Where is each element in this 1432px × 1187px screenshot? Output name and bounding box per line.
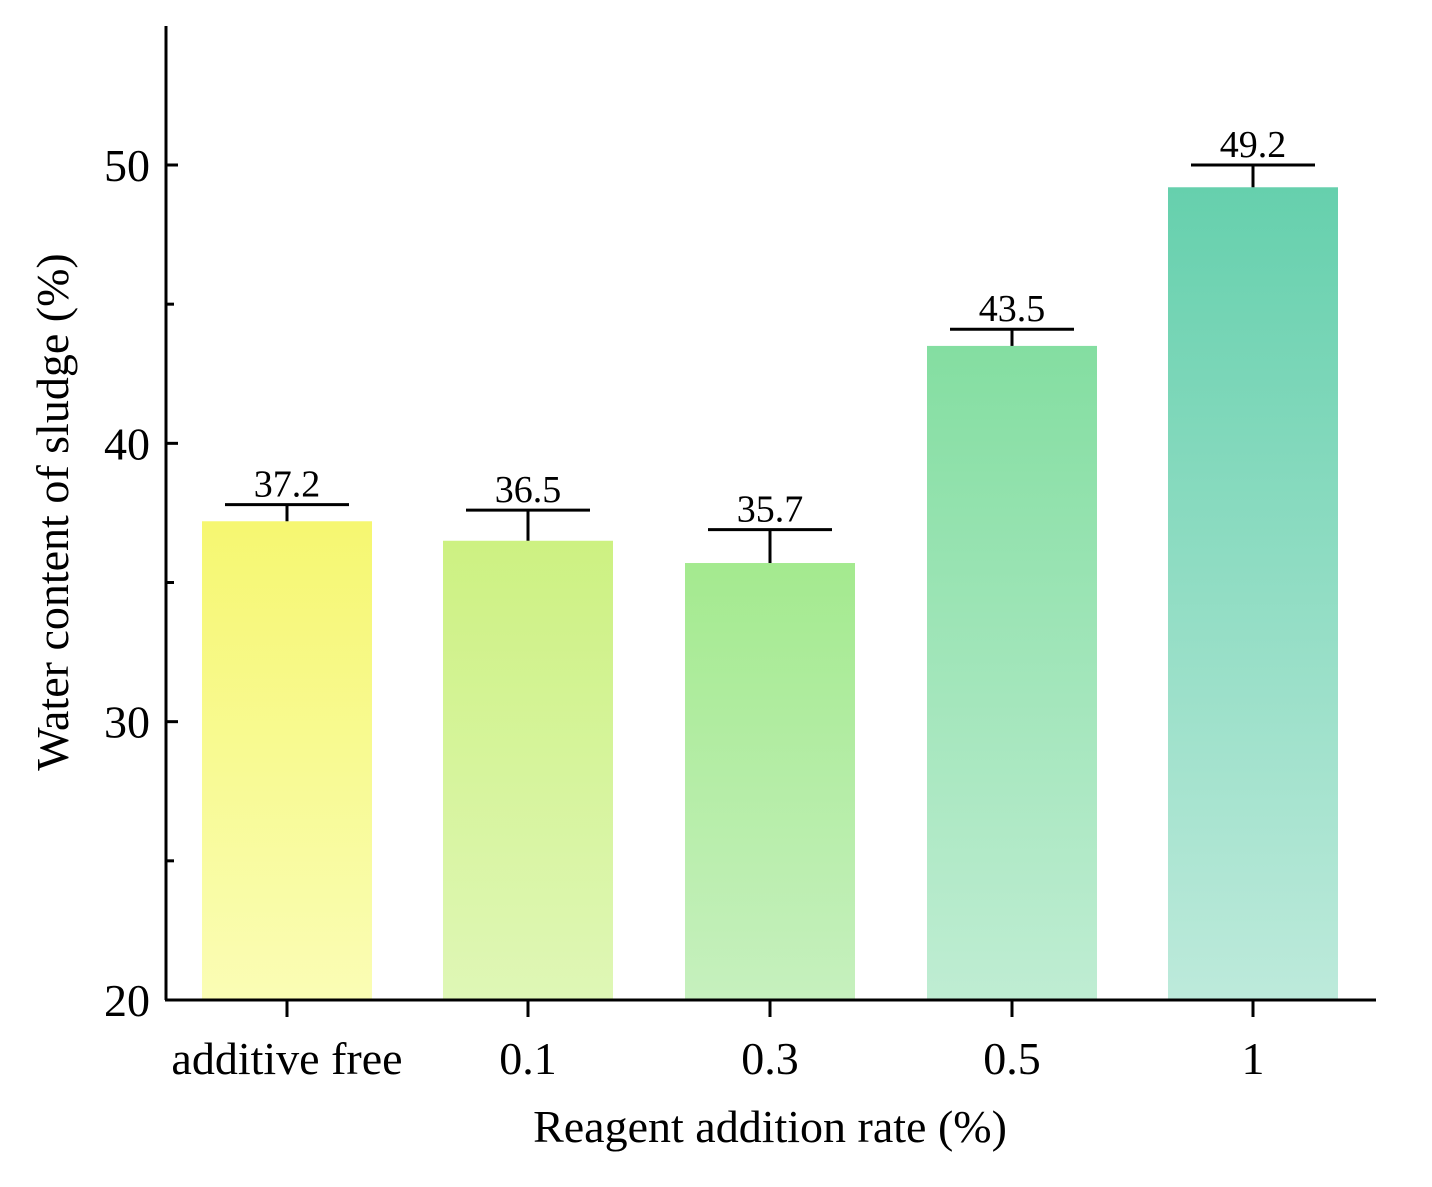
y-tick-label-20: 20 (104, 975, 150, 1026)
bar-2 (443, 540, 613, 1000)
x-tick-label-2: 0.1 (499, 1033, 557, 1084)
x-tick-label-3: 0.3 (741, 1033, 799, 1084)
x-axis-title: Reagent addition rate (%) (533, 1101, 1007, 1152)
bar-1 (202, 521, 372, 1000)
data-label-4: 43.5 (979, 288, 1046, 330)
y-ticks-layer: 20 30 40 50 (104, 140, 178, 1026)
y-axis-title: Water content of sludge (%) (27, 253, 78, 770)
y-tick-label-30: 30 (104, 697, 150, 748)
bars-layer (202, 187, 1338, 1001)
y-tick-label-40: 40 (104, 418, 150, 469)
error-bars-layer (225, 163, 1315, 564)
data-label-3: 35.7 (737, 489, 804, 531)
x-ticks-layer: additive free 0.1 0.3 0.5 1 (171, 1000, 1265, 1084)
bar-5 (1168, 187, 1338, 1000)
bar-3 (685, 563, 855, 1000)
x-tick-label-4: 0.5 (983, 1033, 1041, 1084)
data-label-2: 36.5 (495, 469, 562, 511)
bar-4 (927, 345, 1097, 1001)
data-labels-layer: 37.2 36.5 35.7 43.5 49.2 (254, 124, 1287, 531)
x-tick-label-5: 1 (1242, 1033, 1265, 1084)
y-tick-label-50: 50 (104, 140, 150, 191)
data-label-5: 49.2 (1220, 124, 1287, 166)
data-label-1: 37.2 (254, 464, 321, 506)
x-tick-label-1: additive free (171, 1033, 402, 1084)
